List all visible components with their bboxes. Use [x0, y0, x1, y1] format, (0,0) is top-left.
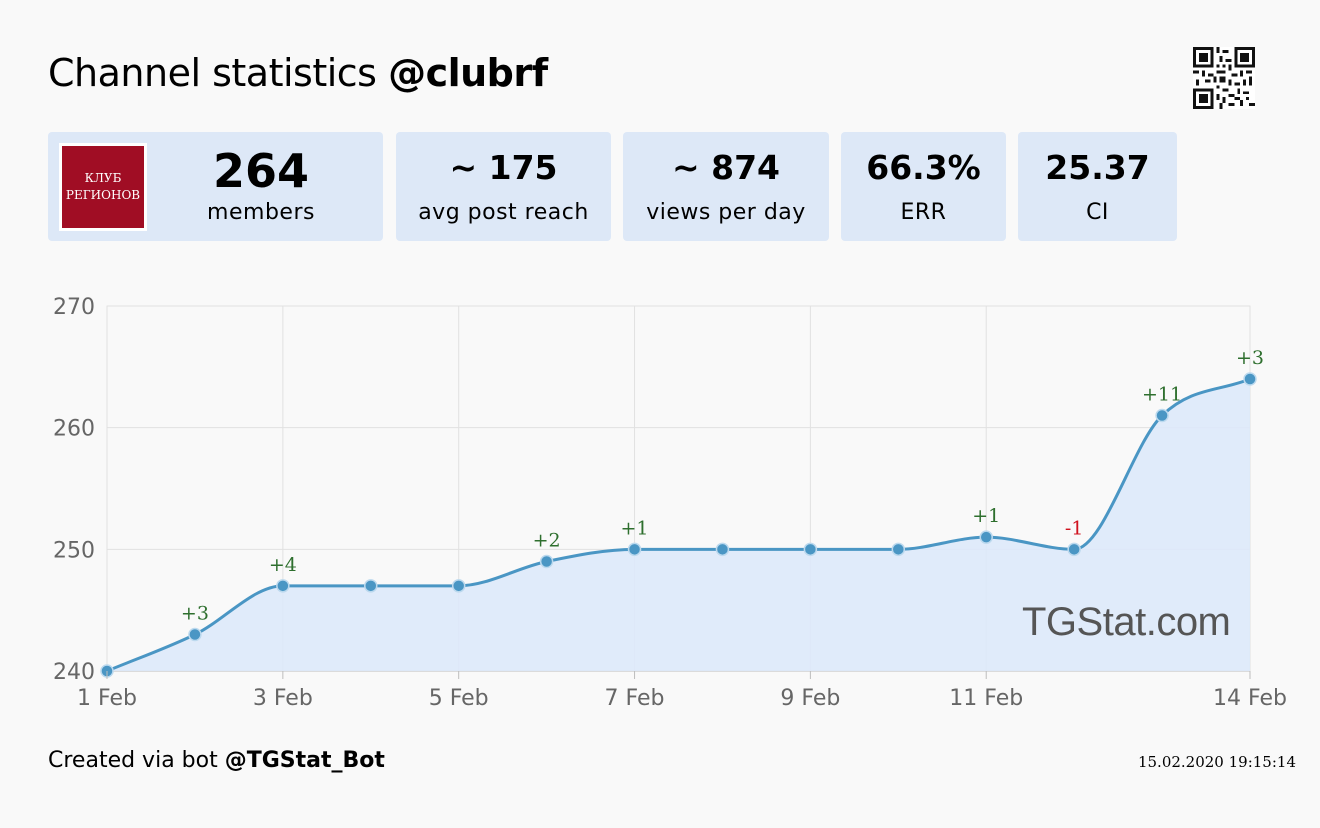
x-tick-label: 1 Feb [77, 686, 137, 711]
ci-label: CI [1086, 200, 1109, 225]
logo-line-2: РЕГИОНОВ [65, 188, 141, 202]
data-point [715, 542, 730, 557]
err-label: ERR [900, 200, 947, 225]
delta-label: +4 [269, 554, 297, 576]
data-point [451, 579, 466, 593]
y-tick-label: 270 [53, 295, 95, 320]
data-point [803, 542, 818, 557]
avg-post-reach-label: avg post reach [418, 200, 589, 225]
y-tick-label: 260 [53, 417, 95, 442]
bot-link[interactable]: @TGStat_Bot [224, 748, 385, 773]
y-tick-label: 240 [53, 660, 95, 685]
data-point [891, 542, 906, 557]
avg-post-reach-card: ~ 175 avg post reach [396, 132, 611, 241]
footer-prefix: Created via bot [48, 748, 218, 773]
chart-area-fill [107, 379, 1250, 671]
chart-y-ticks: 240 250 260 270 [53, 295, 95, 685]
x-tick-label: 11 Feb [949, 686, 1023, 711]
delta-label: +11 [1142, 384, 1182, 406]
err-value: 66.3% [866, 148, 981, 187]
delta-label: +3 [181, 603, 209, 625]
members-value: 264 [212, 144, 310, 198]
delta-label: +1 [972, 505, 1000, 527]
watermark: TGStat.com [1022, 600, 1231, 644]
data-point [1155, 408, 1169, 423]
y-tick-label: 250 [53, 538, 95, 563]
x-tick-label: 9 Feb [780, 686, 840, 711]
page-title: Channel statistics @clubrf [48, 50, 548, 96]
data-point [276, 579, 290, 593]
qr-code-icon[interactable] [1193, 47, 1255, 109]
footer-credit: Created via bot @TGStat_Bot [48, 746, 385, 776]
views-per-day-value: ~ 874 [671, 148, 781, 187]
chart-delta-labels: +3 +4 +2 +1 +1 -1 +11 +3 [181, 347, 1264, 625]
views-per-day-label: views per day [646, 200, 806, 225]
footer-timestamp: 15.02.2020 19:15:14 [1137, 753, 1296, 771]
data-point [364, 579, 378, 593]
data-point [1067, 542, 1081, 557]
chart-points [100, 372, 1257, 678]
chart-x-ticks: 1 Feb 3 Feb 5 Feb 7 Feb 9 Feb 11 Feb 14 Feb [77, 671, 1287, 711]
delta-label: +1 [621, 517, 649, 539]
delta-label: -1 [1065, 517, 1084, 539]
channel-handle[interactable]: @clubrf [388, 51, 548, 95]
delta-label: +3 [1236, 347, 1264, 369]
ci-value: 25.37 [1045, 148, 1150, 187]
members-card: КЛУБ РЕГИОНОВ 264 members [48, 132, 383, 241]
err-card: 66.3% ERR [841, 132, 1006, 241]
data-point [627, 542, 642, 557]
x-tick-label: 7 Feb [605, 686, 665, 711]
delta-label: +2 [533, 530, 561, 552]
x-tick-label: 14 Feb [1213, 686, 1287, 711]
members-label: members [207, 200, 315, 225]
channel-logo[interactable]: КЛУБ РЕГИОНОВ [59, 143, 147, 231]
avg-post-reach-value: ~ 175 [449, 148, 558, 187]
title-prefix: Channel statistics [48, 51, 377, 95]
data-point [188, 627, 202, 642]
x-tick-label: 5 Feb [429, 686, 489, 711]
views-per-day-card: ~ 874 views per day [623, 132, 829, 241]
data-point [1243, 372, 1257, 386]
x-tick-label: 3 Feb [253, 686, 313, 711]
ci-card: 25.37 CI [1018, 132, 1177, 241]
logo-line-1: КЛУБ [84, 171, 122, 185]
data-point [979, 530, 993, 544]
data-point [539, 554, 554, 569]
